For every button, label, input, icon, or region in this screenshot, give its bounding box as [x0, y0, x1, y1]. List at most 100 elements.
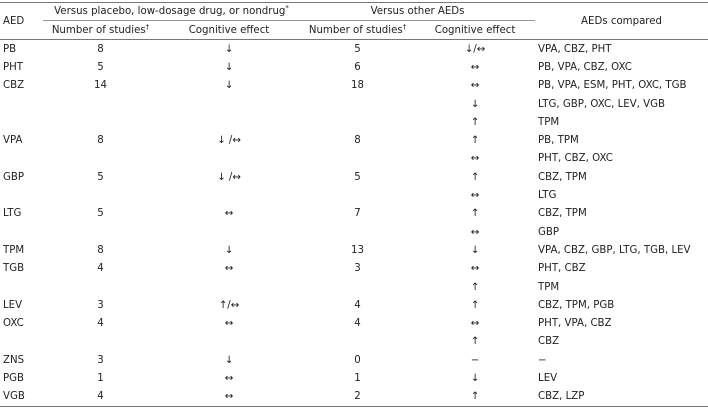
table-cell: ↔ [470, 61, 480, 73]
table-cell: 5 [97, 208, 104, 220]
header-group: Versus placebo, low-dosage drug, or nond… [43, 2, 301, 21]
table-cell: LEV [3, 299, 23, 311]
table-cell: ↓ [470, 372, 480, 384]
header-text: Cognitive effect [188, 24, 270, 36]
table-row: PHT 5 ↓ 6 ↔ PB, VPA, CBZ, OXC [0, 58, 708, 76]
table-cell: ↓ [224, 61, 234, 73]
table-cell: ↔ [470, 263, 480, 275]
table-cell: LTG [538, 190, 557, 202]
table-row: OXC 4 ↔ 4 ↔ PHT, VPA, CBZ [0, 314, 708, 332]
table-cell: ↑ [470, 336, 480, 348]
table-cell: ↔ [224, 391, 234, 403]
table-cell: 8 [97, 135, 104, 147]
header-row: AED Versus placebo, low-dosage drug, or … [0, 2, 708, 27]
table-body: PB 8 ↓ 5 ↓/↔ VPA, CBZ, PHT PHT 5 ↓ 6 ↔ PB, VPA, CBZ… [0, 40, 708, 407]
table-cell [300, 333, 415, 351]
table-cell: 8 [97, 244, 104, 256]
table-cell: CBZ, LZP [538, 391, 585, 403]
table-cell: 5 [354, 171, 361, 183]
header-cell: Cognitive effect [158, 21, 300, 40]
table-row: ↑ TPM [0, 278, 708, 296]
table-cell: − [538, 354, 547, 366]
header-text: Number of studies [308, 24, 403, 36]
table-cell: PB [3, 43, 17, 55]
table-cell: ↑ [470, 135, 480, 147]
table-cell: TPM [538, 116, 560, 128]
table-cell: ↑ [470, 116, 480, 128]
header-text: Versus placebo, low-dosage drug, or nond… [54, 6, 286, 17]
table-row: ↔ GBP [0, 223, 708, 241]
table-row: PB 8 ↓ 5 ↓/↔ VPA, CBZ, PHT [0, 40, 708, 59]
table-cell [0, 150, 43, 168]
table-cell: ↓ [224, 43, 234, 55]
table-cell [43, 113, 158, 131]
table-cell: ↔ [224, 372, 234, 384]
table-row: TPM 8 ↓ 13 ↓ VPA, CBZ, GBP, LTG, TGB, LEV [0, 241, 708, 259]
table-cell: 2 [354, 391, 361, 403]
table-cell [0, 113, 43, 131]
table-cell: ↑/↔ [218, 299, 240, 311]
table-cell [158, 113, 300, 131]
table-cell: ↔ [224, 318, 234, 330]
table-cell: ↑ [470, 299, 480, 311]
table-cell [158, 223, 300, 241]
footnote-mark: * [285, 4, 289, 12]
table-cell: CBZ, TPM [538, 208, 587, 220]
table-cell [300, 186, 415, 204]
table-cell: 5 [97, 61, 104, 73]
table-cell: CBZ [3, 80, 25, 92]
table-cell [43, 278, 158, 296]
table-cell: 18 [351, 80, 364, 92]
table-cell: 3 [97, 354, 104, 366]
table-row: LEV 3 ↑/↔ 4 ↑ CBZ, TPM, PGB [0, 296, 708, 314]
table-cell: PHT, CBZ [538, 263, 586, 275]
table-row: VGB 4 ↔ 2 ↑ CBZ, LZP [0, 388, 708, 407]
table-cell: PB, VPA, CBZ, OXC [538, 61, 632, 73]
table-cell: ↓ [224, 354, 234, 366]
table-cell: OXC [3, 318, 24, 330]
table-cell [0, 278, 43, 296]
table-cell: ↓/↔ [464, 43, 486, 55]
footnote-mark: † [145, 22, 150, 31]
table-cell: 14 [94, 80, 107, 92]
table-cell: − [470, 354, 480, 366]
table-row: LTG 5 ↔ 7 ↑ CBZ, TPM [0, 205, 708, 223]
table-cell [0, 333, 43, 351]
table-cell: ↔ [470, 318, 480, 330]
table-cell: CBZ, TPM [538, 171, 587, 183]
header-cell: Number of studies† [43, 21, 158, 40]
table-row: ↔ PHT, CBZ, OXC [0, 150, 708, 168]
table-row: CBZ 14 ↓ 18 ↔ PB, VPA, ESM, PHT, OXC, TGB [0, 77, 708, 95]
table-cell: CBZ, TPM, PGB [538, 299, 615, 311]
table-cell: 1 [354, 372, 361, 384]
table-cell: ↓ /↔ [217, 135, 241, 147]
table-cell: TGB [3, 263, 25, 275]
table-cell: PHT, CBZ, OXC [538, 153, 613, 165]
table-cell: 4 [354, 299, 361, 311]
table-cell: VPA, CBZ, GBP, LTG, TGB, LEV [538, 244, 691, 256]
table-cell: 4 [354, 318, 361, 330]
table-cell [158, 95, 300, 113]
table-cell: ↔ [470, 226, 480, 238]
header-cell: Cognitive effect [415, 21, 535, 40]
table-cell: 8 [97, 43, 104, 55]
table-cell: ↑ [470, 391, 480, 403]
table-cell [300, 95, 415, 113]
table-row: TGB 4 ↔ 3 ↔ PHT, CBZ [0, 260, 708, 278]
table-cell: 4 [97, 263, 104, 275]
header-row: Number of studies† Cognitive effect Number… [0, 21, 708, 40]
table-cell [158, 150, 300, 168]
header-cell: AEDs compared [581, 15, 663, 27]
table-cell: VPA [3, 135, 23, 147]
table-cell: 5 [97, 171, 104, 183]
table-cell: ↑ [470, 281, 480, 293]
table-cell [0, 95, 43, 113]
table-cell: ↓ [224, 80, 234, 92]
table-cell [43, 223, 158, 241]
table-cell: ↓ [224, 244, 234, 256]
table-cell: TPM [3, 244, 25, 256]
header-text: Cognitive effect [434, 24, 516, 36]
table-row: PGB 1 ↔ 1 ↓ LEV [0, 369, 708, 387]
